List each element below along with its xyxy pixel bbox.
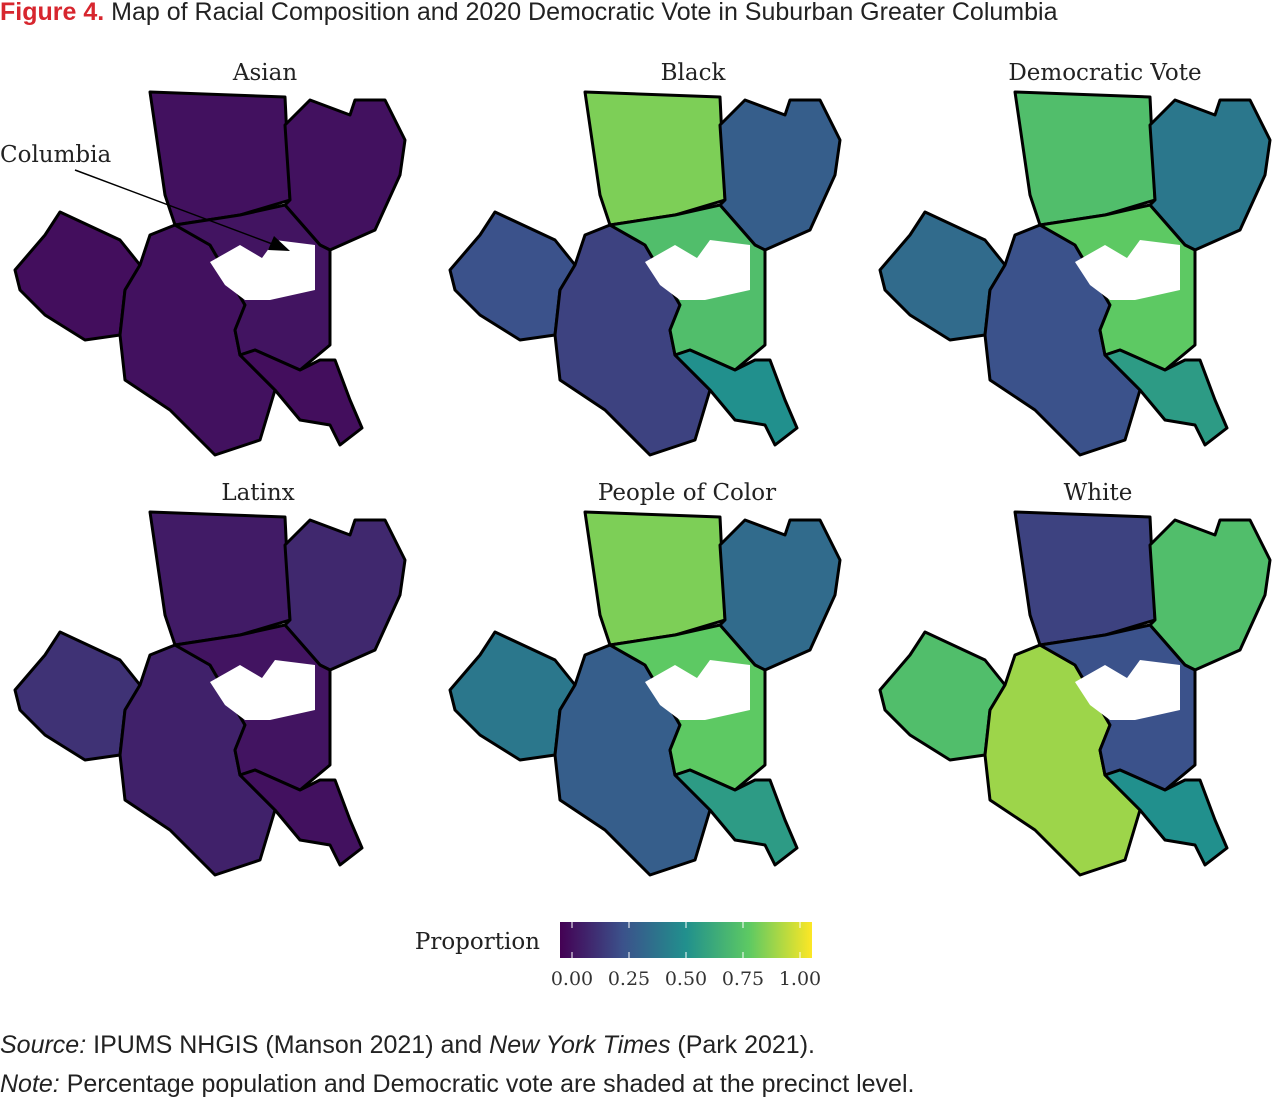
source-line: Source: IPUMS NHGIS (Manson 2021) and Ne… xyxy=(0,1031,815,1059)
annotation-arrow xyxy=(74,169,276,246)
city-hole xyxy=(1075,240,1180,300)
note-label: Note: xyxy=(0,1070,60,1098)
panel-title: Black xyxy=(661,60,727,86)
map-panel xyxy=(878,90,1272,457)
panel-title: People of Color xyxy=(598,480,776,506)
figure-title: Map of Racial Composition and 2020 Democ… xyxy=(111,0,1057,26)
city-hole xyxy=(1075,660,1180,720)
county xyxy=(238,768,364,867)
city-hole xyxy=(645,660,750,720)
map-panel xyxy=(878,510,1272,877)
source-text: (Park 2021). xyxy=(677,1031,815,1059)
panel-title: Democratic Vote xyxy=(1008,60,1201,86)
county xyxy=(148,90,292,227)
city-hole xyxy=(645,240,750,300)
county xyxy=(1103,348,1229,447)
legend-tick-label: 1.00 xyxy=(779,968,821,990)
note-text: Percentage population and Democratic vot… xyxy=(67,1070,915,1098)
county xyxy=(583,90,727,227)
city-hole xyxy=(210,240,315,300)
legend-title: Proportion xyxy=(415,929,540,955)
panel-title: Latinx xyxy=(221,480,294,506)
county xyxy=(673,348,799,447)
legend-tick-label: 0.50 xyxy=(665,968,707,990)
map-panel xyxy=(448,90,842,457)
county xyxy=(673,768,799,867)
county xyxy=(1103,768,1229,867)
note-line: Note: Percentage population and Democrat… xyxy=(0,1070,914,1098)
city-hole xyxy=(210,660,315,720)
county xyxy=(1013,90,1157,227)
map-panel xyxy=(448,510,842,877)
source-label: Source: xyxy=(0,1031,86,1059)
legend-ticks: 0.00 0.25 0.50 0.75 1.00 xyxy=(551,922,821,990)
annotation: Columbia xyxy=(0,142,112,168)
county xyxy=(583,510,727,647)
map-panel xyxy=(13,510,407,877)
legend-tick-label: 0.75 xyxy=(722,968,764,990)
county xyxy=(148,510,292,647)
panel-title: White xyxy=(1064,480,1133,506)
map-panel xyxy=(13,90,407,457)
source-text: IPUMS NHGIS (Manson 2021) and xyxy=(93,1031,482,1059)
county xyxy=(1013,510,1157,647)
legend-tick-label: 0.25 xyxy=(608,968,650,990)
figure-label: Figure 4. xyxy=(0,0,104,26)
source-italic: New York Times xyxy=(489,1031,670,1059)
maps xyxy=(13,90,1272,877)
legend-tick-label: 0.00 xyxy=(551,968,593,990)
figure-heading: Figure 4. Map of Racial Composition and … xyxy=(0,0,1058,26)
panel-title: Asian xyxy=(232,60,297,86)
arrow-head xyxy=(268,236,290,251)
county xyxy=(238,348,364,447)
